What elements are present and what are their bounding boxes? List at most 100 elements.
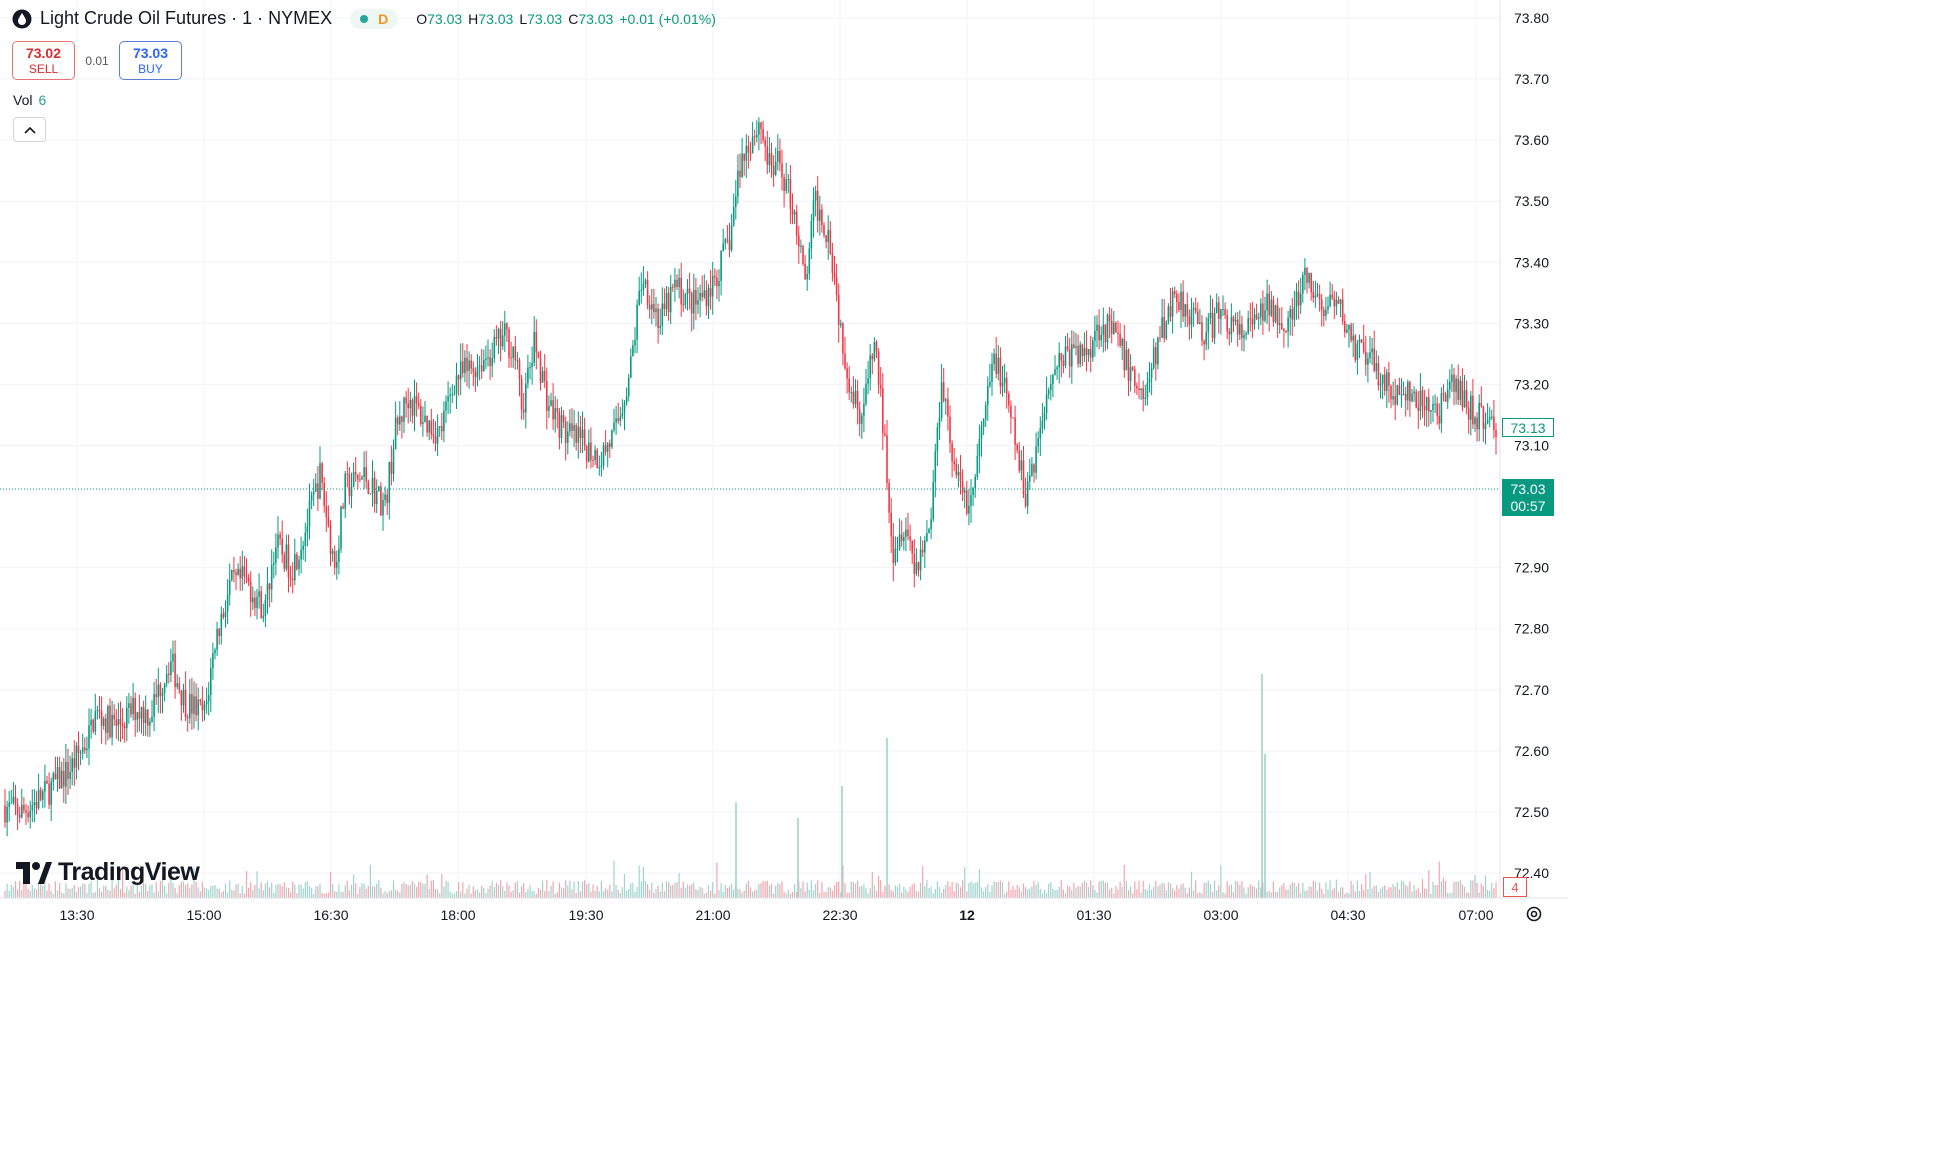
volume-bar <box>1342 887 1344 898</box>
candle-body <box>296 554 298 570</box>
volume-bar <box>128 890 130 898</box>
volume-bar <box>1064 893 1067 898</box>
candle-body <box>590 442 592 461</box>
volume-bar <box>873 885 875 898</box>
sell-button[interactable]: 73.02 SELL <box>12 41 75 80</box>
buy-button[interactable]: 73.03 BUY <box>119 41 182 80</box>
volume-bar <box>1130 886 1132 898</box>
volume-bar <box>657 885 659 898</box>
volume-bar <box>140 885 143 898</box>
candle-body <box>90 719 92 726</box>
volume-bar <box>1415 889 1417 898</box>
price-chart[interactable]: 73.80 73.70 73.60 73.50 73.40 73.30 73.20 73.10… <box>0 0 1568 936</box>
candle-body <box>1054 369 1056 375</box>
candle-body <box>1148 378 1151 384</box>
price-tick-label: 73.10 <box>1514 438 1549 454</box>
volume-bar <box>567 885 569 898</box>
candle-body <box>554 408 556 420</box>
candle-body <box>1083 347 1086 357</box>
candle-body <box>1425 397 1428 411</box>
volume-bar <box>275 885 277 898</box>
candle-body <box>1373 348 1375 371</box>
candle-body <box>779 151 781 164</box>
volume-bar <box>1008 881 1010 898</box>
volume-bar <box>124 892 126 898</box>
candle-body <box>900 534 903 542</box>
candle-body <box>333 551 336 568</box>
candle-body <box>1186 304 1189 317</box>
volume-bar <box>304 882 306 898</box>
volume-bar <box>1016 884 1018 898</box>
candle-body <box>1446 389 1449 402</box>
volume-bar <box>594 890 596 898</box>
volume-bar <box>1056 889 1058 898</box>
volume-legend[interactable]: Vol 6 <box>13 92 46 108</box>
volume-bar <box>634 891 636 898</box>
volume-bar <box>279 884 281 898</box>
candle-body <box>415 396 418 404</box>
candle-body <box>829 230 832 254</box>
candle-body <box>35 801 38 808</box>
volume-bar <box>773 893 775 898</box>
candle-body <box>932 482 934 520</box>
volume-bar <box>550 885 552 898</box>
candle-body <box>869 355 871 379</box>
volume-bar <box>955 882 957 898</box>
volume-bar <box>632 882 634 898</box>
volume-bar <box>1348 893 1350 898</box>
volume-bar <box>1308 886 1310 898</box>
candle-body <box>999 357 1002 387</box>
settings-gear-icon[interactable] <box>1524 904 1544 924</box>
volume-bar <box>659 891 661 898</box>
candle-body <box>367 481 370 494</box>
volume-bar <box>1409 881 1411 898</box>
volume-bar <box>464 893 466 898</box>
volume-bar <box>1382 886 1384 898</box>
volume-bar <box>197 887 199 898</box>
candle-body <box>222 613 225 618</box>
volume-bar <box>460 891 462 898</box>
volume-bar <box>1445 880 1447 898</box>
volume-bar <box>1058 886 1060 898</box>
candle-body <box>302 545 304 550</box>
market-open-dot <box>360 14 369 23</box>
candle-body <box>149 721 151 726</box>
candle-body <box>285 544 288 569</box>
candle-body <box>583 429 586 446</box>
volume-bar <box>178 885 180 898</box>
volume-bar <box>1373 886 1375 898</box>
candle-body <box>157 684 160 698</box>
volume-bar <box>424 883 426 898</box>
candle-body <box>25 810 27 813</box>
volume-bar <box>313 893 315 898</box>
candle-body <box>1304 267 1306 275</box>
volume-bar <box>1256 888 1258 898</box>
candle-body <box>459 361 462 380</box>
candle-body <box>354 472 357 475</box>
volume-bar <box>46 890 48 898</box>
volume-bar <box>1400 880 1403 898</box>
market-status-pill[interactable]: D <box>350 8 399 29</box>
collapse-legend-button[interactable] <box>13 117 46 142</box>
tradingview-logo[interactable]: TradingView <box>16 858 200 887</box>
volume-bar <box>399 892 401 898</box>
volume-bar <box>710 890 712 898</box>
candle-body <box>1262 303 1264 321</box>
candle-body <box>953 461 955 465</box>
volume-bar <box>1417 887 1419 898</box>
candle-body <box>1239 324 1241 335</box>
volume-bar <box>590 891 592 898</box>
candle-body <box>1230 316 1233 335</box>
symbol-title[interactable]: Light Crude Oil Futures · 1 · NYMEX <box>40 8 333 28</box>
candle-body <box>52 773 55 782</box>
candle-body <box>525 383 527 413</box>
candle-body <box>613 422 615 431</box>
candle-body <box>466 357 468 371</box>
volume-bar <box>1428 870 1430 898</box>
candle-body <box>669 286 672 313</box>
volume-bar <box>119 888 122 898</box>
volume-bar <box>250 882 252 898</box>
candle-body <box>254 597 256 609</box>
candle-body <box>632 345 634 357</box>
volume-bar <box>972 883 974 898</box>
